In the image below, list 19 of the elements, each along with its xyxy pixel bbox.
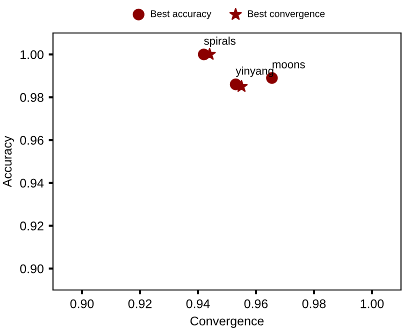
y-tick-label: 0.94 — [20, 178, 44, 188]
x-tick-label: 0.92 — [128, 299, 152, 308]
x-tick-label: 0.96 — [244, 299, 268, 308]
annotation: yinyang — [236, 66, 274, 77]
legend-label: Best accuracy — [151, 10, 212, 20]
x-tick-label: 0.94 — [186, 299, 210, 308]
annotation: moons — [272, 62, 305, 68]
x-axis-title: Convergence — [190, 316, 264, 328]
x-tick-label: 0.98 — [302, 299, 326, 308]
x-tick-label: 0.90 — [70, 299, 94, 308]
y-tick-label: 0.98 — [20, 93, 44, 102]
y-tick-label: 1.00 — [20, 50, 44, 60]
y-tick-label: 0.96 — [20, 136, 44, 145]
y-axis-title: Accuracy — [2, 136, 14, 188]
y-tick-label: 0.90 — [20, 264, 44, 274]
legend-label: Best convergence — [248, 10, 325, 20]
annotation: spirals — [204, 36, 236, 47]
x-tick-label: 1.00 — [360, 299, 384, 308]
y-tick-label: 0.92 — [20, 222, 44, 230]
